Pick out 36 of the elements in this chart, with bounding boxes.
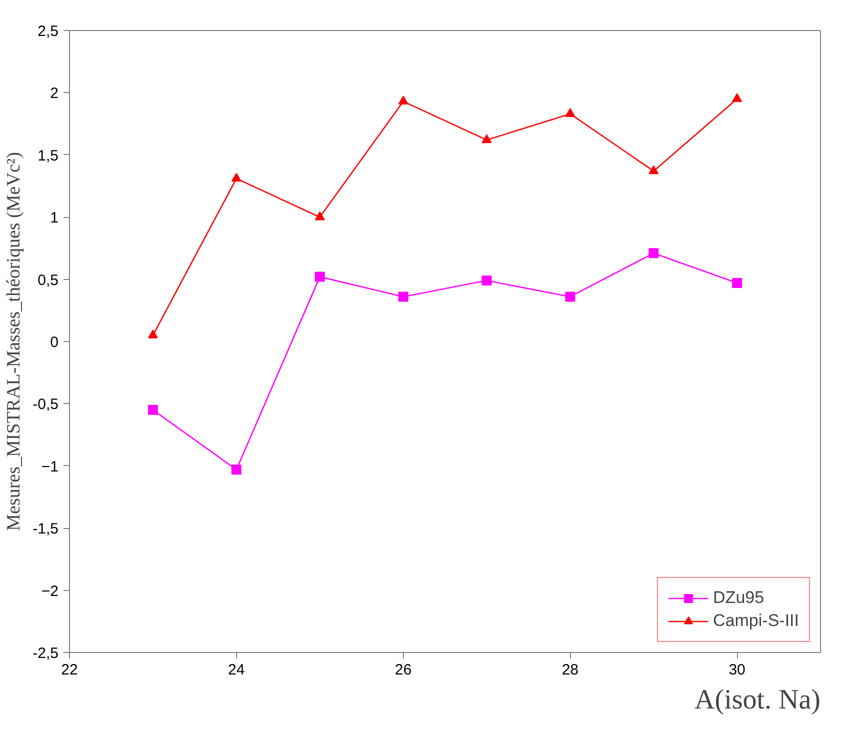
x-tick-label: 26 [394,662,412,678]
y-tick-label: -0,5 [32,396,59,414]
point [148,330,158,338]
point [732,278,742,288]
x-tick-label: 28 [562,662,579,678]
point [231,172,242,182]
point [732,93,742,102]
y-tick-label: 0,5 [38,272,59,289]
x-tick-label: 30 [728,662,746,678]
point [398,96,408,105]
y-tick-label: −2 [41,582,59,600]
point [648,248,659,258]
point [314,272,325,282]
y-tick-label: 2,5 [38,23,59,40]
point [398,292,408,302]
x-tick-label: 22 [61,662,78,678]
point [148,404,158,415]
point [565,108,576,117]
y-tick-label: 1 [50,210,58,227]
point [482,134,492,144]
point [565,292,576,302]
point [314,211,325,220]
x-axis-title: A(isot. Na) [694,684,821,716]
y-tick-label: -1,5 [32,520,59,538]
point [231,464,242,475]
y-tick-label: 1,5 [38,147,59,164]
y-tick-label: -2,5 [32,645,59,662]
legend-label: DZu95 [713,588,764,608]
legend-label: Campi-S-III [713,611,799,631]
y-tick-label: 2 [50,85,58,102]
y-tick-label: 0 [50,334,58,351]
point [482,276,492,286]
y-tick-label: −1 [41,458,59,476]
x-tick-label: 24 [228,662,245,678]
y-axis-title: Mesures_MISTRAL-Masses_théoriques (MeVc²) [4,152,25,531]
point [648,165,659,174]
